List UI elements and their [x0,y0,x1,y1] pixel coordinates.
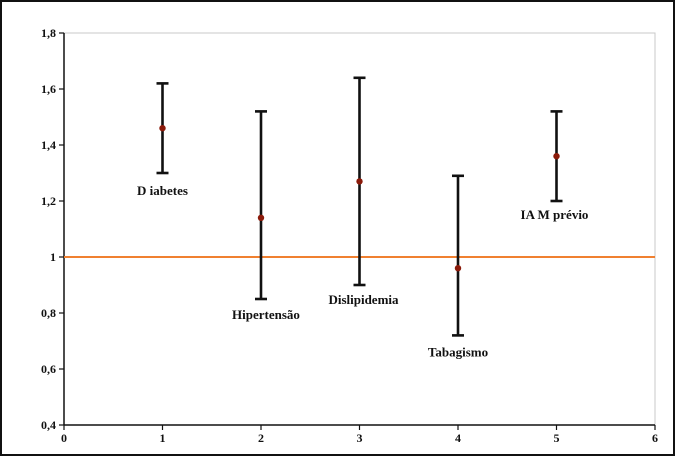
data-point [356,178,363,185]
data-point-group: IA M prévio [521,110,589,222]
y-tick-label: 0,8 [41,306,56,320]
x-tick-label: 4 [455,431,461,445]
y-tick-label: 0,4 [41,418,56,432]
data-point [159,125,166,132]
x-tick-label: 5 [554,431,560,445]
x-tick-label: 2 [258,431,264,445]
data-point-group: Hipertensão [232,110,300,322]
point-label: IA M prévio [521,207,589,222]
x-tick-label: 0 [61,431,67,445]
y-axis: 0,4 0,6 0,8 1 1,2 1,4 1,6 1,8 [41,26,65,432]
y-tick-label: 1,4 [41,138,56,152]
y-tick-label: 1,2 [41,194,56,208]
data-point-group: Tabagismo [428,174,488,359]
point-label: Dislipidemia [328,292,399,307]
y-tick-label: 1 [50,250,56,264]
y-tick-label: 0,6 [41,362,56,376]
point-label: Tabagismo [428,344,488,359]
data-point-group: D iabetes [137,82,188,198]
y-tick-label: 1,6 [41,82,56,96]
point-label: Hipertensão [232,307,300,322]
data-point [553,153,560,160]
point-label: D iabetes [137,183,188,198]
data-point [257,214,265,221]
data-point [454,265,462,272]
x-tick-label: 3 [357,431,363,445]
y-tick-label: 1,8 [41,26,56,40]
x-tick-label: 1 [160,431,166,445]
data-series: D iabetes Hipertensão Dislipidemia Tabagism… [137,76,589,359]
x-tick-label: 6 [652,431,658,445]
data-point-group: Dislipidemia [328,76,399,307]
x-axis: 0 1 2 3 4 5 6 [61,424,658,445]
